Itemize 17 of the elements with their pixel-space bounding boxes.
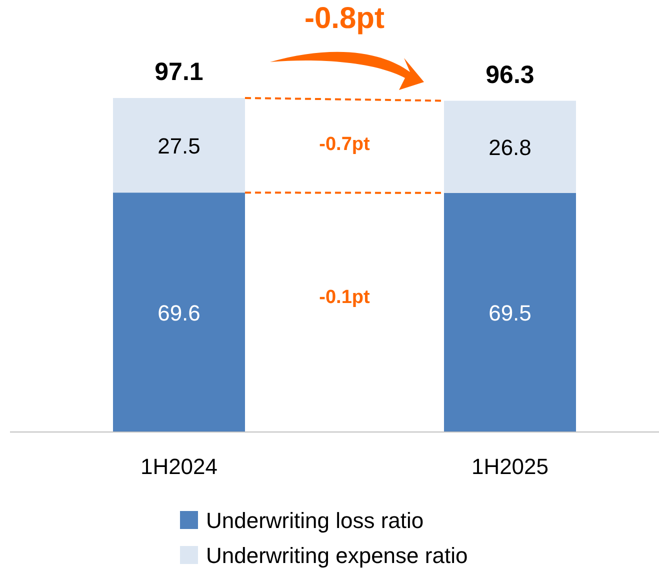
- bar: [444, 100, 576, 193]
- bar: [113, 98, 245, 193]
- data-label: 69.6: [158, 300, 200, 326]
- bar: [113, 192, 245, 432]
- data-label: 27.5: [158, 133, 200, 158]
- x-tick-label: 1H2025: [471, 454, 549, 479]
- total-label: 97.1: [154, 58, 204, 86]
- data-label: 26.8: [488, 134, 532, 160]
- x-tick-label: 1H2024: [140, 454, 218, 479]
- total-label: 96.3: [486, 60, 534, 89]
- bar: [444, 192, 576, 432]
- data-label: 69.5: [488, 300, 532, 326]
- annotation: -0.1pt: [319, 287, 370, 308]
- annotation: -0.7pt: [319, 134, 370, 155]
- legend-label: Underwriting expense ratio: [206, 543, 468, 568]
- legend-label: Underwriting loss ratio: [206, 508, 424, 533]
- text: -0.8pt: [304, 2, 385, 35]
